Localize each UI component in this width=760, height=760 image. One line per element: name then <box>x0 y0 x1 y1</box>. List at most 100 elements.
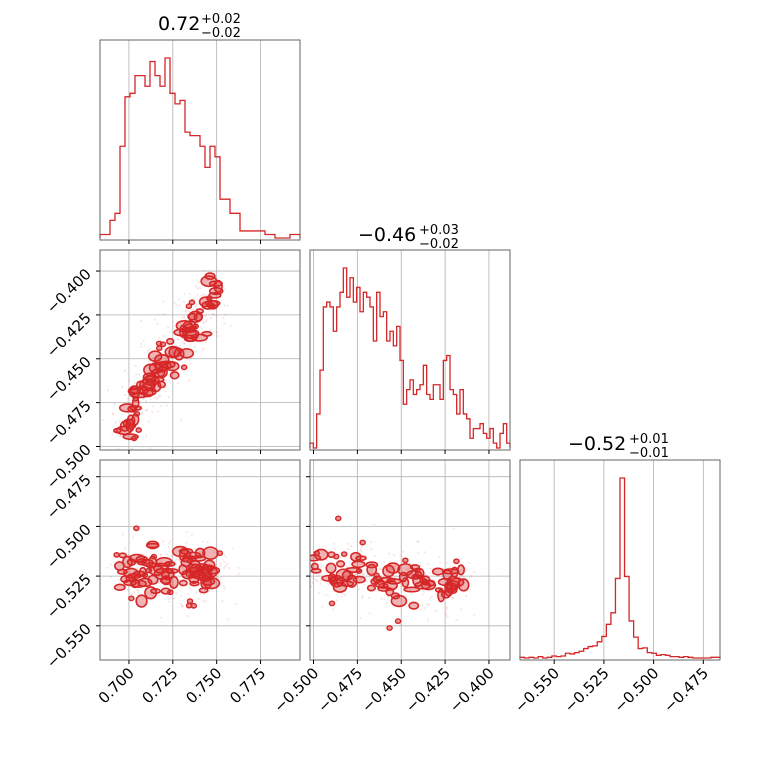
scatter-point <box>285 601 287 603</box>
scatter-point <box>168 542 171 545</box>
density-island <box>185 571 193 578</box>
scatter-point <box>202 347 205 350</box>
scatter-point <box>426 603 429 606</box>
title-param-2-err-plus: +0.01 <box>629 432 669 447</box>
scatter-point <box>470 575 473 578</box>
scatter-point <box>175 592 178 595</box>
scatter-point <box>406 569 409 572</box>
density-island <box>150 553 158 560</box>
scatter-point <box>151 405 155 408</box>
scatter-point <box>358 588 361 591</box>
scatter-point <box>224 313 227 316</box>
scatter-panel-0-1 <box>100 269 233 450</box>
density-island <box>130 435 138 442</box>
density-island <box>373 572 380 579</box>
density-contour <box>366 584 376 592</box>
density-contour <box>118 552 128 559</box>
histogram-param-0 <box>99 57 301 239</box>
x-tick-label-param-1: −0.450 <box>358 664 410 716</box>
scatter-point <box>434 609 437 612</box>
scatter-point <box>199 593 203 596</box>
scatter-point <box>363 583 366 586</box>
density-island <box>185 602 193 609</box>
density-contour <box>112 427 122 434</box>
density-contour <box>195 308 205 314</box>
density-contour <box>128 553 146 563</box>
scatter-point <box>388 552 391 555</box>
scatter-point <box>157 581 160 584</box>
scatter-point <box>177 382 180 385</box>
density-island <box>192 323 199 330</box>
scatter-point <box>129 592 132 595</box>
scatter-point <box>218 562 222 565</box>
density-contour <box>431 567 445 576</box>
scatter-point <box>353 573 357 576</box>
scatter-point <box>214 560 217 563</box>
panel-grid <box>313 250 490 450</box>
scatter-point <box>316 580 319 583</box>
scatter-point <box>319 566 322 569</box>
density-contour <box>139 378 157 392</box>
scatter-point <box>172 597 175 600</box>
density-contour <box>113 583 126 591</box>
scatter-point <box>182 562 185 565</box>
y-tick-label-param-2: −0.525 <box>43 570 95 622</box>
scatter-point <box>174 558 177 561</box>
scatter-point <box>151 410 154 414</box>
density-contour <box>385 562 401 574</box>
scatter-point <box>223 553 226 556</box>
scatter-point <box>156 396 159 399</box>
scatter-point <box>196 293 199 296</box>
scatter-point <box>144 434 148 437</box>
scatter-point <box>132 591 135 594</box>
scatter-point <box>194 303 198 306</box>
title-param-0: 0.72 <box>158 13 200 35</box>
scatter-point <box>399 623 402 626</box>
scatter-point <box>340 595 343 598</box>
density-contour <box>310 562 319 571</box>
density-contour <box>120 575 131 584</box>
density-contour <box>200 275 218 288</box>
scatter-point <box>117 578 120 581</box>
density-contour <box>147 574 159 585</box>
scatter-point <box>154 580 157 583</box>
scatter-point <box>386 595 389 599</box>
density-island <box>141 572 149 579</box>
scatter-point <box>136 589 139 592</box>
scatter-point <box>178 344 182 347</box>
density-island <box>166 568 173 575</box>
scatter-point <box>167 326 170 329</box>
scatter-point <box>326 594 329 597</box>
density-island <box>132 395 139 402</box>
scatter-point <box>222 566 226 570</box>
panel-frame <box>519 459 721 661</box>
scatter-point <box>370 568 373 572</box>
density-island <box>133 525 140 532</box>
scatter-point <box>147 420 150 423</box>
scatter-point <box>365 573 369 576</box>
scatter-point <box>464 594 468 598</box>
scatter-point <box>183 341 186 345</box>
scatter-point <box>160 553 163 556</box>
scatter-point <box>177 338 180 341</box>
density-contour <box>403 586 421 593</box>
scatter-point <box>148 359 151 363</box>
scatter-point <box>311 581 315 584</box>
scatter-point <box>438 555 441 558</box>
density-island <box>332 553 340 560</box>
scatter-point <box>164 379 168 382</box>
scatter-point <box>202 320 205 323</box>
scatter-point <box>205 341 208 344</box>
scatter-point <box>212 313 215 316</box>
scatter-point <box>175 304 178 307</box>
scatter-point <box>200 294 203 297</box>
scatter-point <box>119 435 122 438</box>
scatter-point <box>220 576 223 579</box>
scatter-point <box>359 616 362 620</box>
scatter-point <box>333 548 336 551</box>
panel-frame <box>99 39 301 241</box>
scatter-point <box>195 591 198 594</box>
density-island <box>386 625 393 631</box>
scatter-point <box>151 569 154 572</box>
scatter-point <box>465 568 468 571</box>
